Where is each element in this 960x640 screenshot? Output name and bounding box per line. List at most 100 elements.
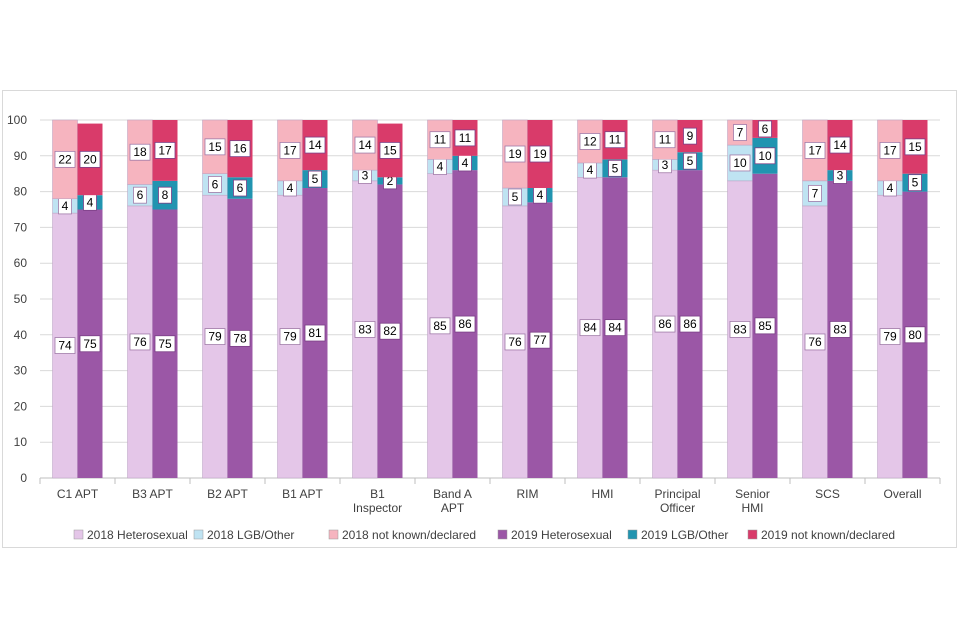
data-label: 79 [208, 330, 222, 344]
data-label: 7 [737, 126, 744, 140]
data-label: 79 [283, 330, 297, 344]
y-tick-label: 60 [14, 256, 28, 270]
legend-swatch [747, 529, 758, 540]
data-label-box [54, 337, 76, 354]
data-label: 12 [583, 134, 597, 148]
data-label-box [54, 150, 76, 168]
legend-swatch [73, 529, 84, 540]
data-label: 6 [137, 188, 144, 202]
legend-label: 2019 Heterosexual [511, 528, 612, 542]
data-label-box [304, 324, 326, 342]
data-label-box [379, 322, 401, 340]
data-label: 14 [833, 138, 847, 152]
x-tick-label: Senior [735, 487, 770, 501]
data-label-box [529, 331, 551, 349]
data-label: 4 [437, 160, 444, 174]
x-tick-label: C1 APT [57, 487, 99, 501]
y-tick-label: 10 [14, 435, 28, 449]
data-label: 79 [883, 330, 897, 344]
legend-label: 2018 LGB/Other [207, 528, 294, 542]
x-tick-label: APT [441, 501, 465, 515]
data-label: 22 [58, 152, 72, 166]
x-tick-label: B1 [370, 487, 385, 501]
data-label: 4 [87, 195, 94, 209]
data-label: 17 [883, 143, 897, 157]
y-tick-label: 0 [20, 471, 27, 485]
data-label-box [229, 140, 251, 158]
data-label-box [604, 319, 626, 337]
data-label: 15 [908, 140, 922, 154]
data-label-box [758, 120, 772, 138]
x-tick-label: Officer [660, 501, 695, 515]
x-tick-label: HMI [742, 501, 764, 515]
data-label: 3 [662, 158, 669, 172]
data-label: 11 [434, 133, 447, 147]
data-label: 5 [612, 161, 619, 175]
data-label-box [79, 335, 101, 353]
data-label: 4 [587, 163, 594, 177]
data-label-box [454, 315, 476, 333]
data-label-box [133, 186, 147, 204]
x-tick-label: RIM [517, 487, 539, 501]
data-label-box [579, 319, 601, 337]
data-label: 20 [83, 152, 97, 166]
data-label: 83 [833, 322, 847, 336]
legend-swatch [328, 529, 339, 540]
data-label-box [683, 127, 697, 145]
data-label: 14 [308, 138, 322, 152]
data-label-box [129, 143, 151, 161]
y-tick-label: 20 [14, 399, 28, 413]
x-tick-label: Overall [883, 487, 921, 501]
data-label: 17 [158, 143, 172, 157]
data-label: 7 [812, 186, 819, 200]
data-label: 80 [908, 328, 922, 342]
data-label-box [154, 142, 176, 159]
data-label-box [429, 131, 451, 149]
data-label: 11 [459, 131, 472, 145]
data-label-box [908, 174, 922, 192]
data-label-box [804, 333, 826, 351]
x-tick-label: SCS [815, 487, 840, 501]
y-tick-label: 30 [14, 364, 28, 378]
data-label-box [729, 321, 751, 338]
data-label: 4 [62, 199, 69, 213]
data-label-box [579, 133, 601, 150]
legend-label: 2018 not known/declared [342, 528, 476, 542]
data-label-box [279, 142, 301, 159]
data-label: 76 [808, 335, 822, 349]
data-label: 11 [659, 133, 672, 147]
data-label: 83 [733, 322, 747, 336]
data-label: 86 [658, 317, 672, 331]
x-tick-label: HMI [592, 487, 614, 501]
data-label: 17 [283, 143, 297, 157]
data-label-box [679, 315, 701, 333]
data-label: 81 [308, 326, 322, 340]
data-label: 82 [383, 324, 397, 338]
data-label: 17 [808, 143, 822, 157]
data-label-box [379, 142, 401, 159]
data-label-box [808, 184, 822, 202]
legend-label: 2019 not known/declared [761, 528, 895, 542]
data-label: 86 [683, 317, 697, 331]
data-label: 5 [912, 176, 919, 190]
data-label: 4 [537, 188, 544, 202]
x-tick-label: B3 APT [132, 487, 173, 501]
data-label: 74 [58, 339, 72, 353]
data-label-box [904, 326, 926, 344]
data-label: 19 [508, 147, 522, 161]
y-tick-label: 70 [14, 220, 28, 234]
data-label: 4 [887, 181, 894, 195]
data-label-box [208, 176, 222, 193]
data-label-box [354, 321, 376, 338]
data-label: 2 [387, 174, 394, 188]
x-tick-label: B2 APT [207, 487, 248, 501]
data-label-box [79, 150, 101, 168]
data-label: 6 [237, 181, 244, 195]
data-label: 6 [212, 177, 219, 191]
data-label-box [204, 138, 226, 156]
data-label-box [654, 315, 676, 333]
data-label: 10 [758, 149, 772, 163]
data-label-box [233, 179, 247, 197]
data-label-box [504, 333, 526, 351]
